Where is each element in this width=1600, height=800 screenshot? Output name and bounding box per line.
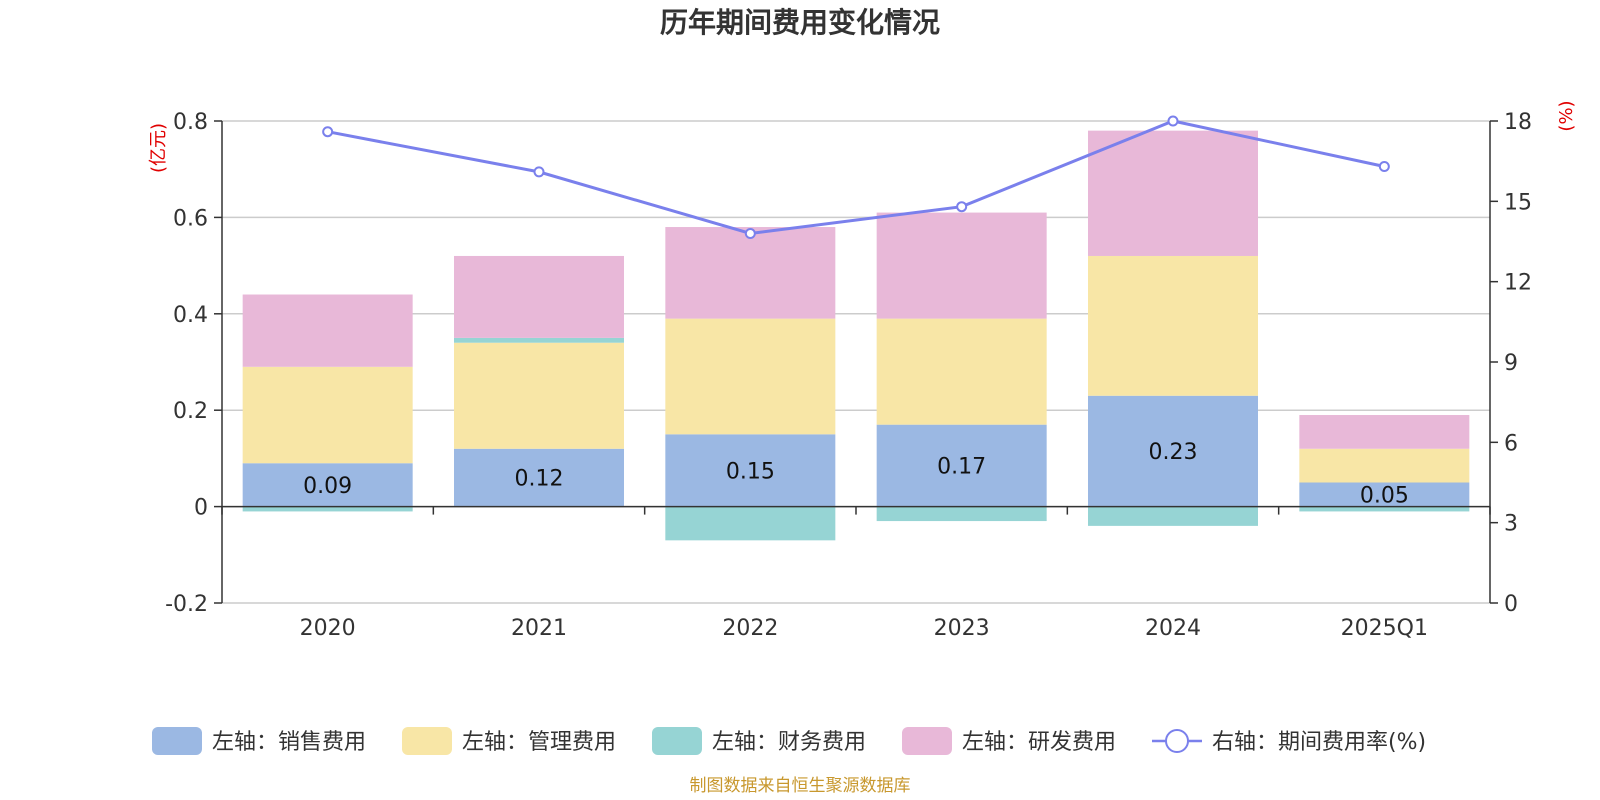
- bar-segment: [1088, 130, 1258, 256]
- bar-segment: [1088, 255, 1258, 396]
- legend-label: 右轴：期间费用率(%): [1212, 730, 1426, 755]
- category-label: 2024: [1145, 616, 1201, 641]
- legend-marker: [1165, 729, 1189, 753]
- left-tick-label: 0: [194, 496, 208, 521]
- bar-segment: [454, 342, 624, 449]
- bar-segment: [665, 318, 836, 435]
- bar-segment: [876, 212, 1047, 319]
- right-tick-label: 15: [1504, 190, 1532, 215]
- bar-segment: [454, 448, 624, 507]
- legend-swatch: [652, 727, 702, 755]
- data-label: 0.12: [515, 467, 564, 492]
- right-tick-label: 12: [1504, 271, 1532, 296]
- data-labels: 0.09 0.12 0.15 0.17 0.23 0.05: [303, 440, 1409, 508]
- bar-segment: [242, 463, 413, 507]
- rate-point: [1378, 161, 1390, 173]
- right-tick-label: 0: [1504, 592, 1518, 617]
- right-tick-label: 6: [1504, 431, 1518, 456]
- bar-segment: [242, 506, 413, 512]
- rate-point: [744, 227, 756, 239]
- bar-segment: [876, 506, 1047, 522]
- legend-label: 左轴：财务费用: [712, 730, 866, 755]
- data-label: 0.09: [303, 474, 352, 499]
- category-label: 2025Q1: [1341, 616, 1428, 641]
- bar-segment: [876, 424, 1047, 507]
- data-label: 0.23: [1149, 440, 1198, 465]
- rate-point: [533, 166, 545, 178]
- left-tick-label: -0.2: [165, 592, 208, 617]
- legend-swatch: [902, 727, 952, 755]
- category-label: 2021: [511, 616, 567, 641]
- data-label: 0.17: [937, 455, 986, 480]
- rate-point: [1167, 115, 1179, 127]
- bar-segment: [1088, 395, 1258, 507]
- category-label: 2022: [722, 616, 778, 641]
- bar-segment: [1299, 448, 1470, 483]
- category-label: 2020: [300, 616, 356, 641]
- left-tick-label: 0.2: [173, 399, 208, 424]
- legend-label: 左轴：销售费用: [212, 730, 366, 755]
- bar-segment: [1299, 415, 1470, 449]
- left-tick-label: 0.8: [173, 110, 208, 135]
- left-tick-label: 0.6: [173, 206, 208, 231]
- bar-segment: [1299, 506, 1470, 512]
- left-tick-label: 0.4: [173, 303, 208, 328]
- legend-label: 左轴：研发费用: [962, 730, 1116, 755]
- legend-swatch: [402, 727, 452, 755]
- right-tick-label: 9: [1504, 351, 1518, 376]
- legend-swatch: [152, 727, 202, 755]
- bar-segment: [242, 366, 413, 464]
- legend-label: 左轴：管理费用: [462, 730, 616, 755]
- rate-line: [322, 115, 1390, 239]
- data-label: 0.15: [726, 459, 775, 484]
- bar-segment: [665, 434, 836, 507]
- category-label: 2023: [934, 616, 990, 641]
- bars: [242, 130, 1470, 541]
- right-axis-unit: (%): [1556, 100, 1577, 131]
- source-note: 制图数据来自恒生聚源数据库: [690, 776, 911, 796]
- right-tick-label: 3: [1504, 512, 1518, 537]
- bar-segment: [876, 318, 1047, 425]
- bar-segment: [665, 506, 836, 541]
- right-tick-label: 18: [1504, 110, 1532, 135]
- bar-segment: [454, 337, 624, 343]
- bar-segment: [242, 294, 413, 367]
- legend: 左轴：销售费用 左轴：管理费用 左轴：财务费用 左轴：研发费用 右轴：期间费用率(%): [152, 727, 1426, 755]
- bar-segment: [665, 227, 836, 319]
- data-label: 0.05: [1360, 484, 1409, 509]
- bar-segment: [1299, 482, 1470, 507]
- chart-title: 历年期间费用变化情况: [660, 6, 940, 39]
- left-axis-unit: (亿元): [148, 123, 169, 173]
- bar-segment: [454, 255, 624, 338]
- axes: -0.2 0 0.2 0.4 0.6 0.8 0 3 6 9 12 15 18 2020 2021 2022 2…: [165, 110, 1532, 641]
- rate-point: [322, 126, 334, 138]
- bar-segment: [1088, 506, 1258, 526]
- rate-point: [956, 201, 968, 213]
- rate-line-path: [327, 119, 1385, 235]
